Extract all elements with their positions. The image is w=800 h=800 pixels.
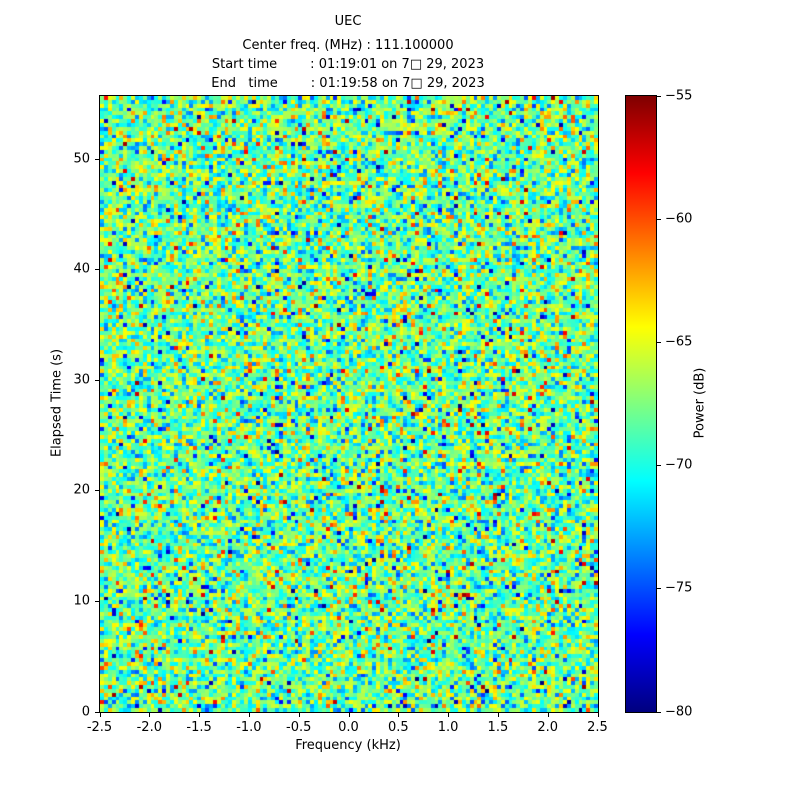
x-tick-label: -1.0 bbox=[236, 720, 262, 735]
x-tick bbox=[547, 713, 549, 717]
y-tick-label: 20 bbox=[73, 482, 90, 498]
spectrogram-heatmap-canvas bbox=[100, 96, 598, 712]
center-freq-line: Center freq. (MHz) : 111.100000 bbox=[242, 38, 454, 53]
y-axis-label: Elapsed Time (s) bbox=[49, 348, 65, 458]
x-tick-label: 0.5 bbox=[387, 720, 409, 735]
y-tick bbox=[95, 711, 99, 713]
x-tick-label: 2.5 bbox=[587, 720, 608, 735]
x-tick bbox=[597, 713, 599, 717]
x-tick bbox=[497, 713, 499, 717]
x-tick bbox=[298, 713, 300, 717]
x-tick-label: 2.0 bbox=[537, 720, 559, 735]
y-tick bbox=[95, 269, 99, 271]
x-tick bbox=[398, 713, 400, 717]
y-tick bbox=[95, 158, 99, 160]
colorbar-tick-label: −65 bbox=[665, 334, 693, 350]
y-tick-label: 10 bbox=[73, 593, 90, 609]
colorbar-tick bbox=[657, 95, 661, 97]
colorbar-tick-label: −70 bbox=[665, 457, 693, 473]
colorbar-tick bbox=[657, 465, 661, 467]
x-tick-label: 1.0 bbox=[437, 720, 459, 735]
colorbar-tick-label: −60 bbox=[665, 211, 693, 227]
y-tick-label: 50 bbox=[73, 151, 90, 167]
x-tick bbox=[149, 713, 151, 717]
y-tick bbox=[95, 379, 99, 381]
x-tick bbox=[248, 713, 250, 717]
start-time-line: Start time : 01:19:01 on 7□ 29, 2023 bbox=[211, 57, 485, 72]
colorbar-tick bbox=[657, 588, 661, 590]
x-axis-label: Frequency (kHz) bbox=[295, 738, 401, 753]
x-tick-label: -2.5 bbox=[86, 720, 113, 735]
colorbar-tick bbox=[657, 341, 661, 343]
y-tick-label: 40 bbox=[73, 261, 90, 277]
y-tick-label: 0 bbox=[81, 704, 90, 719]
x-tick bbox=[448, 713, 450, 717]
x-tick-label: 0.0 bbox=[338, 720, 359, 735]
y-tick bbox=[95, 600, 99, 602]
colorbar-tick-label: −80 bbox=[665, 704, 693, 719]
x-tick bbox=[99, 713, 101, 717]
x-tick bbox=[348, 713, 350, 717]
end-time-line: End time : 01:19:58 on 7□ 29, 2023 bbox=[211, 76, 485, 91]
figure-title: UEC bbox=[334, 14, 362, 29]
x-tick bbox=[199, 713, 201, 717]
x-tick-label: 1.5 bbox=[487, 720, 509, 735]
y-tick-label: 30 bbox=[73, 372, 90, 388]
colorbar-tick-label: −75 bbox=[665, 580, 693, 596]
colorbar-tick-label: −55 bbox=[665, 88, 693, 103]
colorbar bbox=[625, 95, 657, 713]
spectrogram-plot-area bbox=[99, 95, 599, 713]
x-tick-label: -1.5 bbox=[186, 720, 212, 735]
colorbar-tick bbox=[657, 218, 661, 220]
x-tick-label: -2.0 bbox=[136, 720, 162, 735]
y-tick bbox=[95, 490, 99, 492]
colorbar-tick bbox=[657, 711, 661, 713]
x-tick-label: -0.5 bbox=[286, 720, 312, 735]
colorbar-label: Power (dB) bbox=[692, 367, 708, 439]
